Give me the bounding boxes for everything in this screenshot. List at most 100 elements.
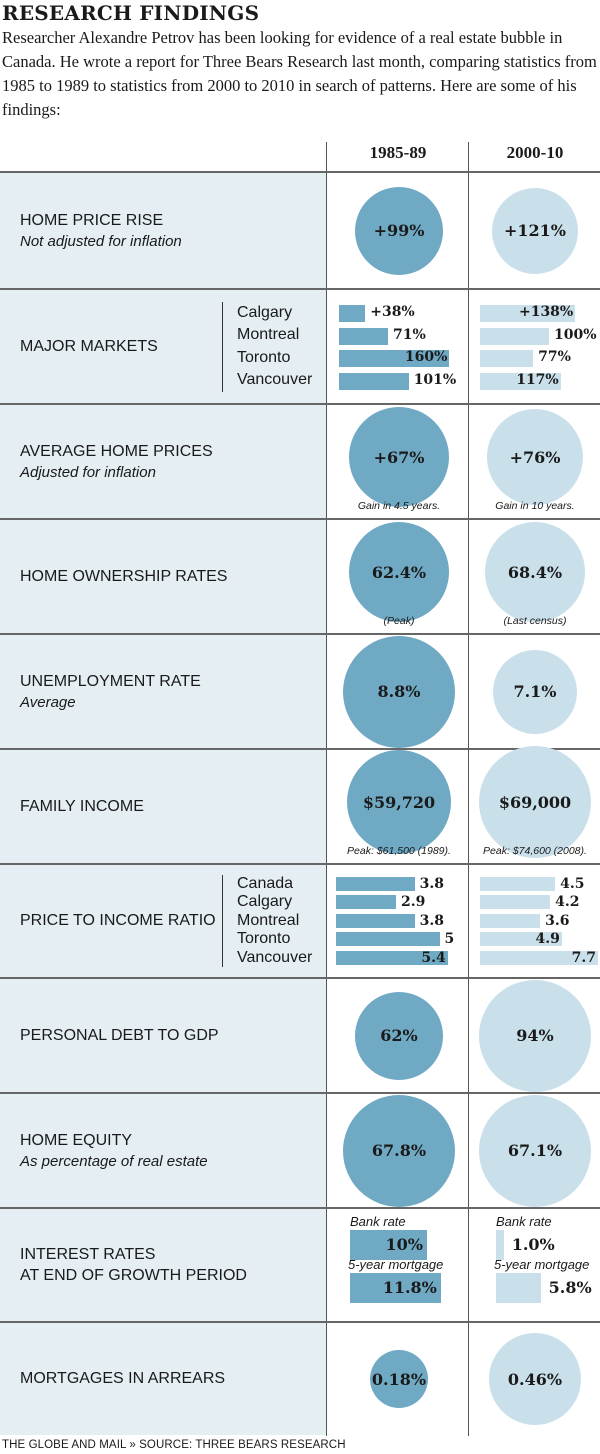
rate-label: Bank rate	[496, 1214, 552, 1229]
row-label: UNEMPLOYMENT RATE	[20, 672, 201, 690]
circle-caption: Gain in 4.5 years.	[357, 500, 441, 512]
bar	[480, 913, 541, 928]
row-label-panel	[0, 635, 326, 748]
category-label: Montreal	[237, 911, 300, 929]
bar-value-label: 5.4	[421, 949, 446, 966]
value-circle: 0.46%	[489, 1333, 581, 1425]
circle-caption: (Last census)	[503, 615, 567, 627]
bar-value-label: 71%	[392, 326, 426, 343]
title: RESEARCH FINDINGS	[2, 1, 260, 25]
bar	[480, 372, 561, 390]
bar-value-label: 7.7	[571, 949, 596, 966]
row-divider	[0, 171, 600, 173]
column-header-1985-89: 1985-89	[369, 143, 427, 162]
circle-caption: Peak: $74,600 (2008).	[483, 845, 587, 857]
value-circle: 68.4%	[485, 522, 585, 622]
row-label: MAJOR MARKETS	[20, 337, 158, 355]
bar-value-label: 77%	[538, 349, 571, 366]
bar-value-label: 100%	[554, 326, 597, 343]
circle-caption: Gain in 10 years.	[495, 500, 575, 512]
category-labels: Canada Calgary Montreal Toronto Vancouver	[222, 874, 313, 968]
bar-value-label: 4.5	[560, 875, 585, 892]
value-circle: 62.4%	[349, 522, 449, 622]
bar-value-label: 3.8	[419, 912, 445, 929]
bar	[480, 932, 562, 946]
row-divider	[0, 1207, 600, 1209]
bar-value-label: +138%	[518, 304, 574, 321]
row-divider	[0, 748, 600, 750]
column-divider	[468, 142, 469, 1436]
row-sublabel: Adjusted for inflation	[20, 463, 156, 481]
row-label: MORTGAGES IN ARREARS	[20, 1370, 226, 1387]
bar	[339, 327, 388, 345]
row-label: HOME EQUITY	[20, 1131, 133, 1149]
value-circle: +76%	[487, 409, 583, 505]
bar-value-label: 5	[444, 931, 455, 947]
bar	[480, 895, 551, 909]
bar-value-label: 160%	[404, 349, 448, 366]
value-circle: 7.1%	[493, 649, 577, 734]
category-label: Calgary	[237, 303, 293, 321]
bar	[336, 876, 415, 891]
bar-value-label: +38%	[370, 304, 415, 321]
row-label-panel	[0, 1094, 326, 1207]
value-circle: $69,000	[479, 746, 591, 858]
rate-label: 5-year mortgage	[348, 1257, 444, 1272]
row-divider	[0, 977, 600, 979]
row-divider	[0, 1092, 600, 1094]
rate-value-label: 11.8%	[382, 1278, 437, 1297]
value-circle: 0.18%	[370, 1350, 428, 1408]
row-divider	[0, 1321, 600, 1323]
bar-value-label: 2.9	[401, 894, 426, 910]
bar-value-label: 3.6	[545, 912, 570, 929]
row-sublabel: Not adjusted for inflation	[20, 232, 182, 250]
row-label-panel	[0, 520, 326, 633]
intro-text: Researcher Alexandre Petrov has been loo…	[2, 28, 597, 119]
bar	[336, 932, 440, 946]
row-label: PRICE TO INCOME RATIO	[20, 912, 216, 929]
bar-value-label: 101%	[413, 371, 457, 388]
row-sublabel: AT END OF GROWTH PERIOD	[20, 1267, 247, 1284]
bar-value-label: 4.2	[555, 894, 580, 910]
footer-source: THE GLOBE AND MAIL » SOURCE: THREE BEARS…	[2, 1439, 346, 1451]
rate-bar	[350, 1230, 427, 1260]
bar	[480, 350, 534, 368]
bar	[336, 895, 397, 909]
rate-bar	[496, 1273, 541, 1303]
bar-value-label: 4.9	[535, 931, 560, 947]
rate-bar	[496, 1230, 504, 1260]
row-label-panel	[0, 290, 326, 403]
column-divider	[326, 142, 327, 1436]
circle-caption: Peak: $61,500 (1989).	[347, 845, 451, 857]
row-sublabel: As percentage of real estate	[20, 1152, 208, 1170]
circle-caption: (Peak)	[383, 615, 415, 627]
category-label: Vancouver	[237, 948, 313, 966]
value-circle: 8.8%	[343, 635, 455, 748]
category-labels: Calgary Montreal Toronto Vancouver	[222, 301, 312, 392]
value-circle: 94%	[479, 979, 591, 1092]
row-label-panel	[0, 173, 326, 288]
row-label-panel	[0, 979, 326, 1092]
row-label: PERSONAL DEBT TO GDP	[20, 1026, 219, 1044]
value-circle: 62%	[355, 991, 443, 1080]
bar	[336, 950, 448, 965]
bar	[339, 350, 450, 368]
row-label: HOME PRICE RISE	[20, 211, 164, 229]
category-label: Montreal	[237, 326, 300, 343]
bar	[480, 327, 549, 345]
row-label-panel	[0, 405, 326, 518]
row-label-panel	[0, 1323, 326, 1435]
bar-value-label: 117%	[516, 371, 559, 388]
category-label: Toronto	[237, 930, 291, 948]
rate-label: Bank rate	[350, 1214, 406, 1229]
value-circle: +121%	[492, 187, 578, 274]
row-label-panel	[0, 865, 326, 977]
row-label: AVERAGE HOME PRICES	[20, 442, 213, 460]
bar	[336, 913, 415, 928]
bar	[339, 305, 366, 323]
row-divider	[0, 863, 600, 865]
row-label-panel	[0, 750, 326, 863]
value-circle: $59,720	[347, 750, 451, 854]
value-circle: 67.8%	[343, 1094, 455, 1207]
row-label: HOME OWNERSHIP RATES	[20, 567, 228, 585]
